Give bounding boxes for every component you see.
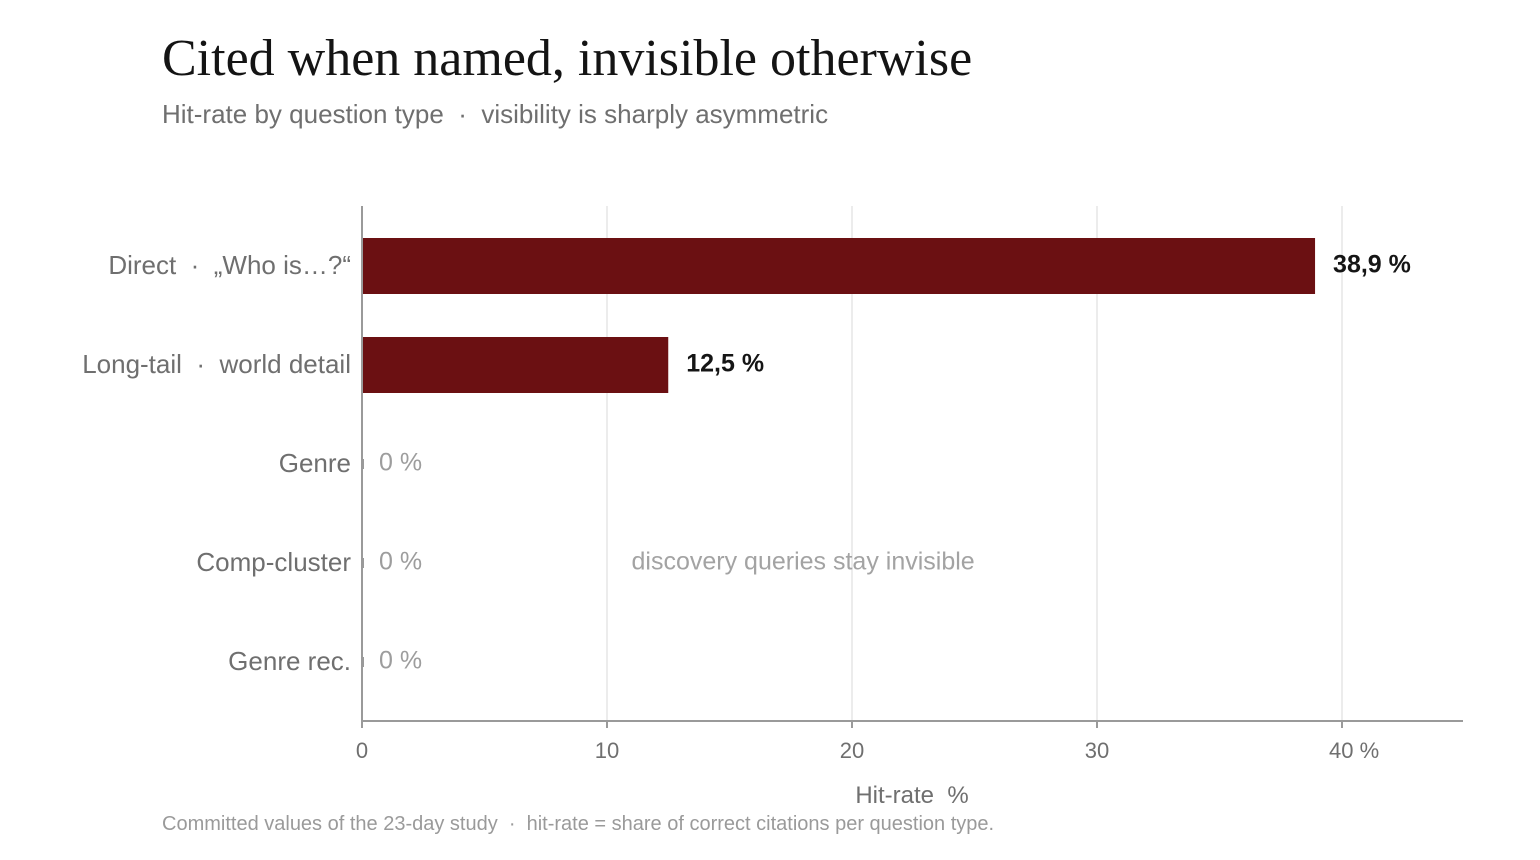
x-tick-label: 30 — [1085, 738, 1109, 763]
value-label: 0 % — [379, 449, 422, 477]
category-label: Comp-cluster — [196, 547, 351, 577]
x-tick-label: 40 % — [1329, 738, 1379, 763]
value-label: 38,9 % — [1333, 251, 1411, 279]
value-label: 0 % — [379, 548, 422, 576]
category-label: Long-tail · world detail — [82, 349, 351, 379]
bar — [362, 238, 1316, 294]
x-axis-title: Hit-rate % — [855, 782, 968, 809]
category-label: Direct · „Who is…?“ — [108, 250, 351, 280]
axes — [361, 206, 1463, 728]
chart-annotation: discovery queries stay invisible — [632, 548, 975, 576]
chart-footnote: Committed values of the 23-day study · h… — [162, 813, 995, 835]
category-label: Genre — [279, 448, 351, 478]
x-tick-label: 10 — [595, 738, 619, 763]
bar — [362, 337, 669, 393]
category-label: Genre rec. — [228, 646, 351, 676]
chart-title: Cited when named, invisible otherwise — [162, 30, 973, 87]
value-label: 0 % — [379, 647, 422, 675]
x-tick-label: 20 — [840, 738, 864, 763]
labels: 38,9 % Direct · „Who is…?“ 12,5 % Long-tail… — [82, 250, 1411, 809]
value-label: 12,5 % — [686, 350, 764, 378]
x-tick-label: 0 — [356, 738, 368, 763]
chart-subtitle: Hit-rate by question type · visibility i… — [162, 99, 829, 129]
bars — [362, 238, 1316, 667]
